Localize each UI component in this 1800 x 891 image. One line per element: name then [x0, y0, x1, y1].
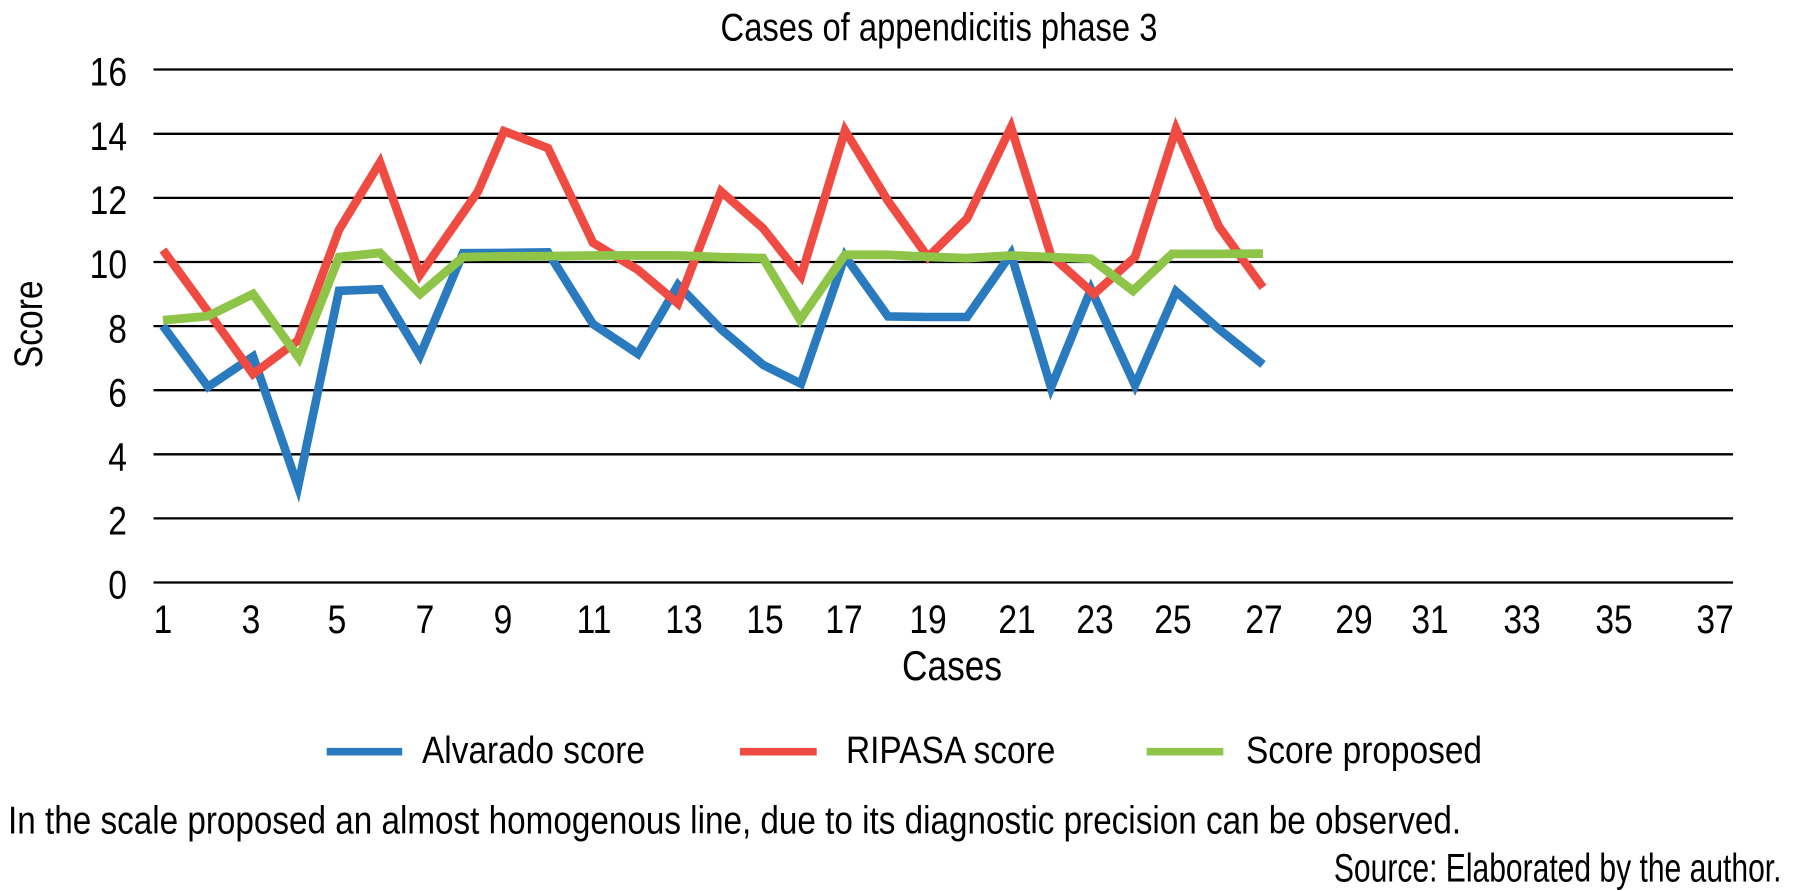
svg-text:Source: Elaborated by the auth: Source: Elaborated by the author. [1334, 847, 1782, 891]
svg-text:21: 21 [998, 597, 1035, 641]
svg-text:15: 15 [746, 597, 783, 641]
svg-text:Alvarado score: Alvarado score [422, 729, 645, 771]
svg-text:6: 6 [108, 371, 127, 415]
svg-text:3: 3 [242, 597, 261, 641]
svg-text:Score: Score [6, 280, 50, 368]
svg-text:Score proposed: Score proposed [1246, 729, 1482, 771]
svg-text:12: 12 [90, 178, 127, 222]
svg-text:7: 7 [416, 597, 435, 641]
svg-text:1: 1 [154, 597, 173, 641]
svg-text:10: 10 [90, 242, 127, 286]
svg-text:11: 11 [577, 597, 612, 641]
svg-text:RIPASA score: RIPASA score [846, 729, 1055, 771]
svg-text:9: 9 [494, 597, 513, 641]
svg-text:25: 25 [1154, 597, 1191, 641]
svg-text:27: 27 [1245, 597, 1282, 641]
svg-text:33: 33 [1503, 597, 1540, 641]
svg-text:Cases of appendicitis phase 3: Cases of appendicitis phase 3 [721, 5, 1158, 49]
svg-text:Cases: Cases [902, 643, 1002, 690]
svg-text:17: 17 [825, 597, 862, 641]
svg-text:2: 2 [108, 499, 127, 543]
svg-text:23: 23 [1076, 597, 1113, 641]
svg-text:In the scale proposed an almos: In the scale proposed an almost homogeno… [8, 798, 1461, 842]
svg-text:31: 31 [1411, 597, 1448, 641]
svg-text:5: 5 [328, 597, 347, 641]
svg-text:35: 35 [1595, 597, 1632, 641]
svg-text:14: 14 [90, 114, 127, 158]
svg-text:8: 8 [108, 307, 127, 351]
svg-text:13: 13 [665, 597, 702, 641]
svg-text:4: 4 [108, 435, 127, 479]
svg-text:29: 29 [1335, 597, 1372, 641]
svg-text:19: 19 [909, 597, 946, 641]
svg-text:0: 0 [108, 563, 127, 607]
svg-text:37: 37 [1696, 597, 1733, 641]
svg-text:16: 16 [90, 50, 127, 94]
